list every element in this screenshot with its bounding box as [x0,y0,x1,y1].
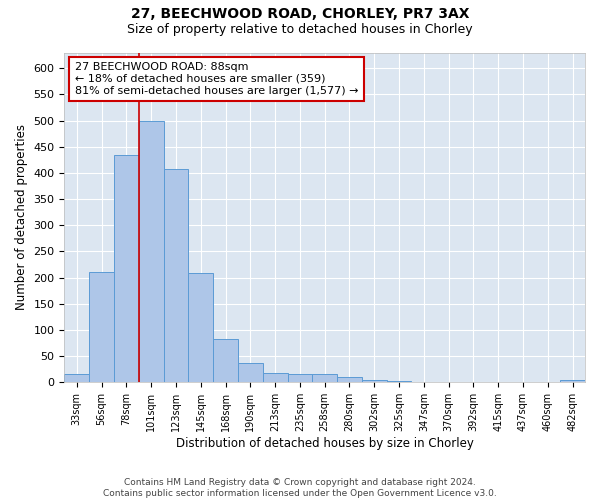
Bar [313,374,337,382]
Bar [188,274,213,382]
Bar [287,374,313,382]
Bar [114,154,139,382]
Bar [362,380,386,382]
Text: Size of property relative to detached houses in Chorley: Size of property relative to detached ho… [127,22,473,36]
Bar [213,340,238,382]
Bar [238,363,263,382]
X-axis label: Distribution of detached houses by size in Chorley: Distribution of detached houses by size … [176,437,473,450]
Text: 27, BEECHWOOD ROAD, CHORLEY, PR7 3AX: 27, BEECHWOOD ROAD, CHORLEY, PR7 3AX [131,8,469,22]
Bar [560,380,585,382]
Bar [89,272,114,382]
Text: 27 BEECHWOOD ROAD: 88sqm
← 18% of detached houses are smaller (359)
81% of semi-: 27 BEECHWOOD ROAD: 88sqm ← 18% of detach… [75,62,358,96]
Text: Contains HM Land Registry data © Crown copyright and database right 2024.
Contai: Contains HM Land Registry data © Crown c… [103,478,497,498]
Bar [164,168,188,382]
Bar [263,373,287,382]
Bar [337,377,362,382]
Bar [386,381,412,382]
Bar [64,374,89,382]
Y-axis label: Number of detached properties: Number of detached properties [15,124,28,310]
Bar [139,120,164,382]
